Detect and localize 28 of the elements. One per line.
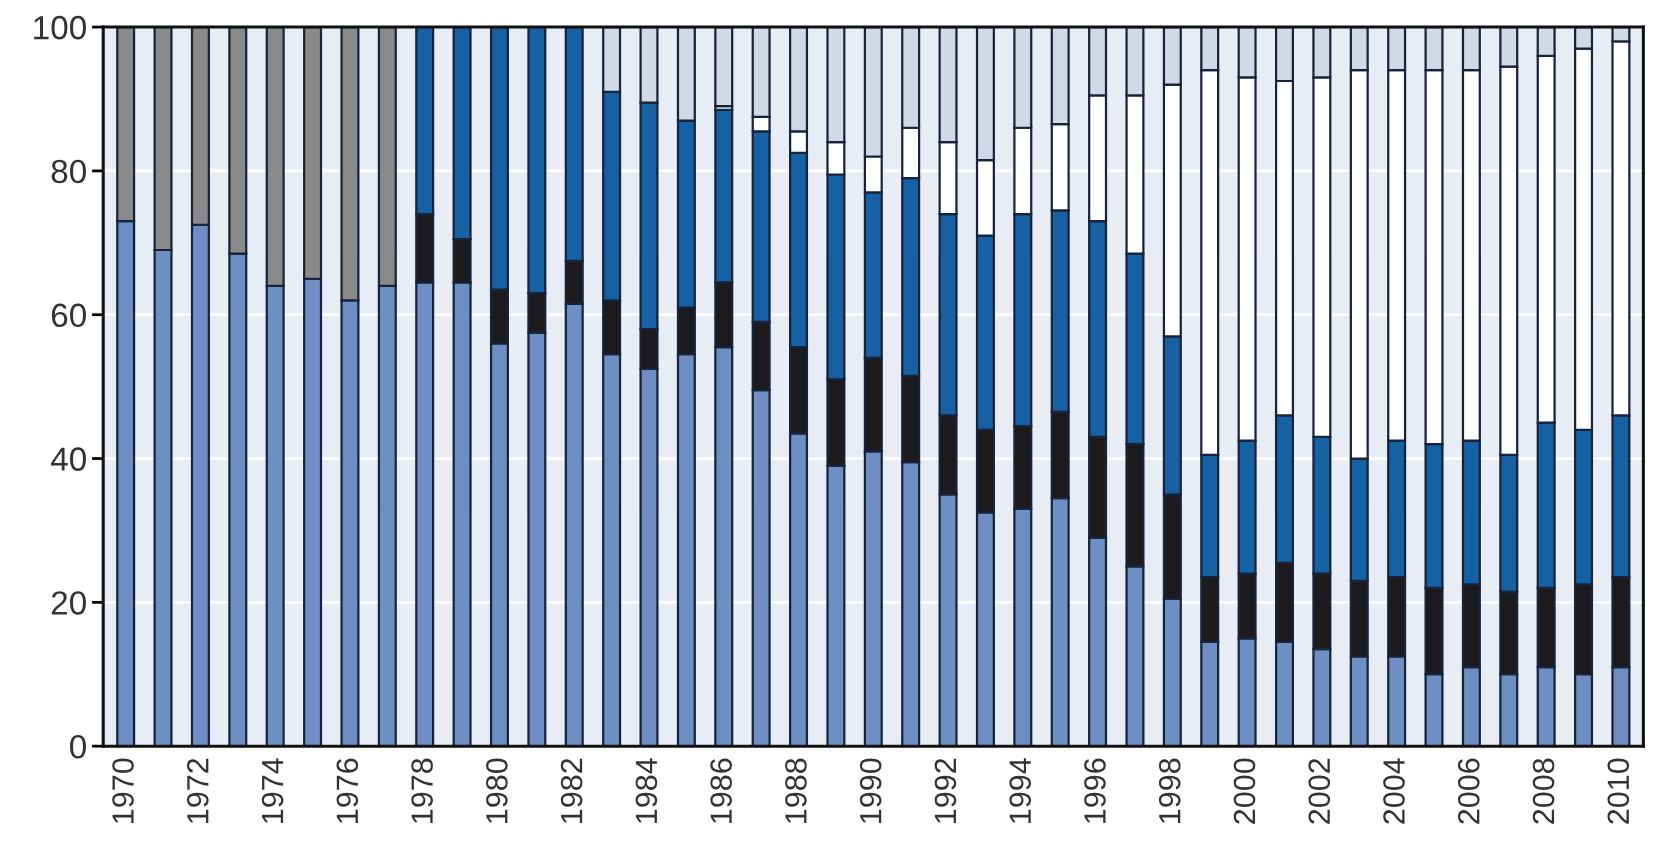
x-tick-label: 1974 [261,758,284,823]
y-tick-label: 0 [70,734,86,759]
x-tick-label: 1990 [859,758,882,823]
x-tick-label: 1994 [1009,758,1032,823]
x-tick-label: 1976 [336,758,359,823]
x-tick-label: 1986 [710,758,732,823]
x-tick-label: 1972 [186,758,209,823]
x-tick-label: 1982 [560,758,583,823]
x-tick-label: 1996 [1084,758,1106,823]
x-tick-label: 1970 [112,758,134,823]
x-tick-label: 2010 [1607,758,1630,824]
y-tick-label: 20 [51,591,86,615]
x-tick-label: 2002 [1308,758,1331,824]
x-tick-label: 2008 [1532,758,1555,824]
x-tick-label: 1978 [411,758,433,823]
x-tick-label: 1988 [785,758,807,823]
x-tick-label: 2000 [1233,758,1256,824]
x-tick-label: 1998 [1158,758,1181,823]
x-tick-label: 2004 [1383,758,1405,824]
x-tick-label: 1984 [635,758,658,823]
bar [714,27,734,108]
x-tick-label: 1992 [934,758,957,823]
y-tick-label: 100 [34,15,86,40]
y-tick-label: 80 [51,159,86,184]
y-tick-label: 60 [51,303,86,328]
x-tick-label: 1980 [486,758,508,823]
y-tick-label: 40 [50,447,86,471]
x-tick-label: 2006 [1457,758,1480,824]
